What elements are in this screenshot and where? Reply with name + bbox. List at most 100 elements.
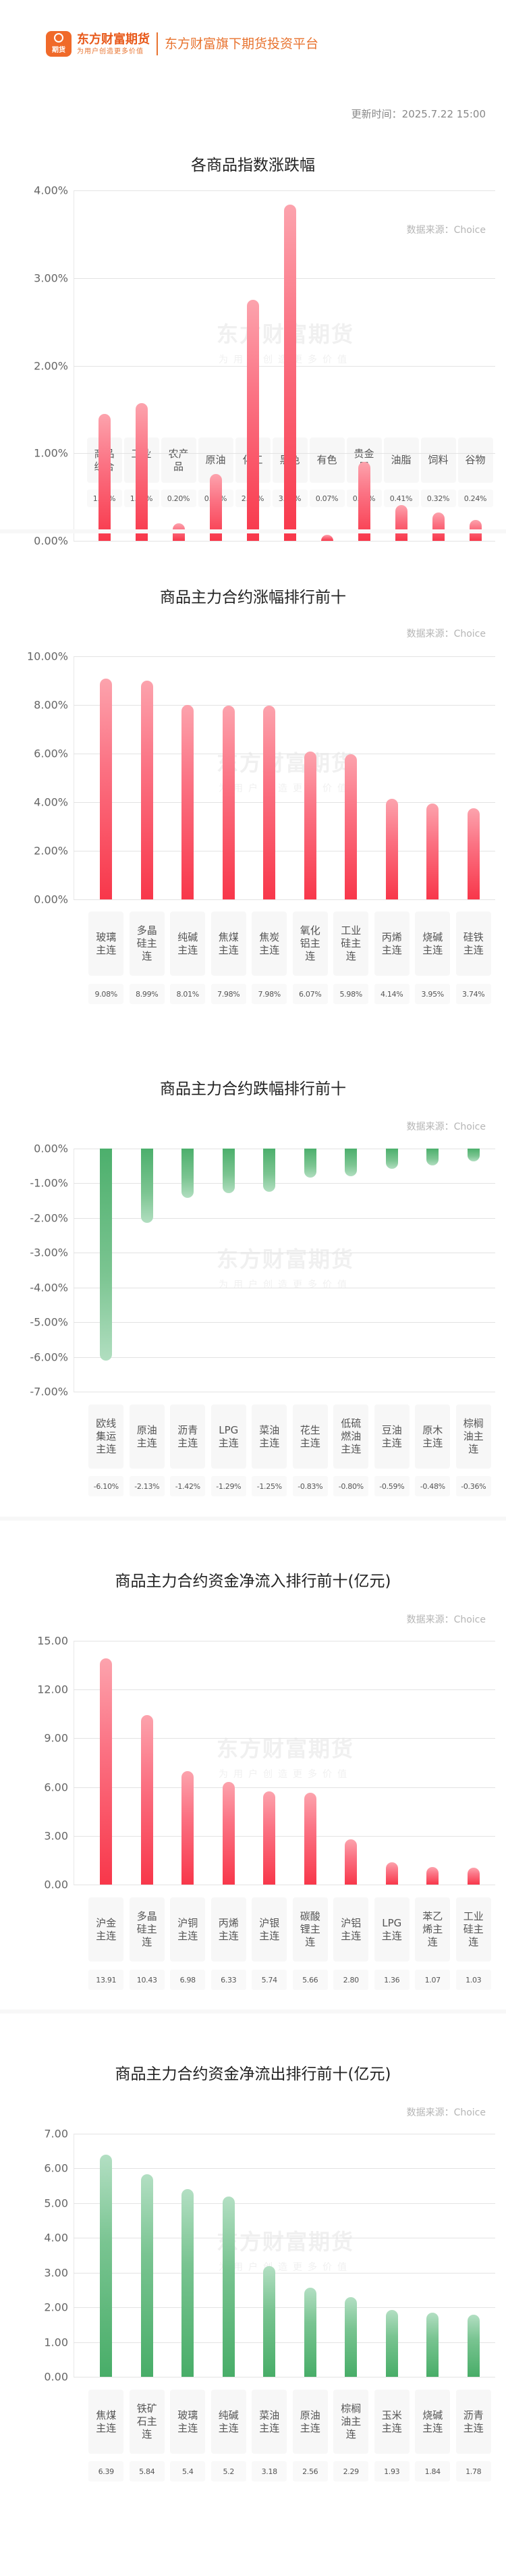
bar[interactable] [140,2174,153,2377]
bar[interactable] [181,1771,194,1885]
value-label: -2.13% [129,1476,165,1496]
bar[interactable] [304,1792,316,1885]
bar[interactable] [246,300,259,541]
category-label: 沥青主连 [455,2390,491,2454]
value-label: 8.99% [129,984,165,1004]
bar[interactable] [345,2297,358,2377]
y-tick-label: -6.00% [30,1350,68,1364]
gridline [74,1183,495,1184]
bar[interactable] [432,512,445,541]
bar[interactable] [181,1149,194,1199]
value-label: 8.01% [170,984,206,1004]
bar[interactable] [426,1867,439,1885]
platform-slogan: 东方财富旗下期货投资平台 [165,36,319,51]
bar[interactable] [283,204,296,541]
bar[interactable] [304,1149,316,1178]
bar[interactable] [467,2315,480,2377]
bar[interactable] [222,1781,235,1885]
value-label: 6.98 [170,1970,206,1990]
category-label: 多晶硅主连 [129,912,165,976]
bar[interactable] [222,1149,235,1194]
bar[interactable] [100,2155,113,2377]
value-label: -1.29% [210,1476,246,1496]
bar[interactable] [135,403,148,541]
value-label: 5.84 [129,2461,165,2481]
category-label: 多晶硅主连 [129,1897,165,1962]
bar[interactable] [345,1839,358,1885]
category-label: 铁矿石主连 [129,2390,165,2454]
category-label: 油脂 [383,438,419,483]
bar[interactable] [385,2309,398,2377]
value-label: 3.18 [252,2461,287,2481]
category-label: 氧化铝主连 [292,912,328,976]
bar[interactable] [467,1868,480,1885]
y-tick-label: 2.00 [44,2301,68,2314]
bar[interactable] [263,1149,276,1192]
bar[interactable] [222,2196,235,2377]
bar[interactable] [385,798,398,899]
bar[interactable] [426,1149,439,1165]
bar[interactable] [467,808,480,899]
bar[interactable] [100,1149,113,1361]
bar[interactable] [320,534,333,541]
y-tick-label: -3.00% [30,1246,68,1259]
category-label: 碳酸锂主连 [292,1897,328,1962]
bar[interactable] [140,681,153,899]
bar[interactable] [181,2189,194,2377]
y-tick-label: 2.00% [34,844,68,858]
category-label: 沪金主连 [88,1897,124,1962]
value-label: -0.83% [292,1476,328,1496]
bar[interactable] [358,462,370,541]
bar[interactable] [345,1149,358,1177]
bar[interactable] [140,1714,153,1885]
category-label: 棕榈油主连 [333,2390,369,2454]
bar[interactable] [100,679,113,899]
y-tick-label: 3.00 [44,2266,68,2280]
value-label: 2.29 [333,2461,369,2481]
y-tick-label: 15.00 [37,1634,68,1648]
bar[interactable] [140,1149,153,1223]
category-label: 原木主连 [415,1404,451,1469]
value-label: 5.74 [252,1970,287,1990]
category-label: 烧碱主连 [415,912,451,976]
bar[interactable] [98,413,111,541]
value-label: 2.56 [292,2461,328,2481]
value-label: -0.48% [415,1476,451,1496]
plot-area: 0.00% -1.00% -2.00% -3.00% -4.00% -5.00% -6.00… [30,1142,495,1398]
y-tick-label: -5.00% [30,1315,68,1329]
bar[interactable] [222,705,235,899]
category-label: 焦炭主连 [252,912,287,976]
bar[interactable] [426,2313,439,2377]
y-tick-label: -1.00% [30,1176,68,1190]
value-label: -1.42% [170,1476,206,1496]
bar[interactable] [467,1149,480,1161]
category-label: 低硫燃油主连 [333,1404,369,1469]
category-label: 豆油主连 [374,1404,410,1469]
bar[interactable] [100,1658,113,1885]
gridline [74,1322,495,1323]
bar[interactable] [395,504,407,541]
category-label: 谷物 [457,438,493,483]
y-tick-label: 0.00 [44,1878,68,1891]
bar[interactable] [385,1862,398,1885]
logo-badge-text: 期货 [52,47,65,54]
data-source-label: 数据来源：Choice [406,1122,486,1132]
bar[interactable] [304,2288,316,2377]
category-label: 花生主连 [292,1404,328,1469]
plot-area: 7.00 6.00 5.00 4.00 3.00 2.00 1.00 0.00 [44,2128,495,2384]
bar[interactable] [263,705,276,899]
bar[interactable] [263,1791,276,1885]
category-label: 菜油主连 [252,1404,287,1469]
gridline [74,1787,495,1788]
value-label: 5.2 [210,2461,246,2481]
bar[interactable] [304,752,316,899]
bar[interactable] [209,474,222,541]
value-label: 9.08% [88,984,124,1004]
bar[interactable] [263,2266,276,2377]
bar[interactable] [385,1149,398,1169]
bar[interactable] [181,704,194,899]
bar[interactable] [426,803,439,899]
bar[interactable] [345,754,358,899]
value-label: 1.84 [415,2461,451,2481]
brand-tagline: 为用户创造更多价值 [77,47,144,55]
